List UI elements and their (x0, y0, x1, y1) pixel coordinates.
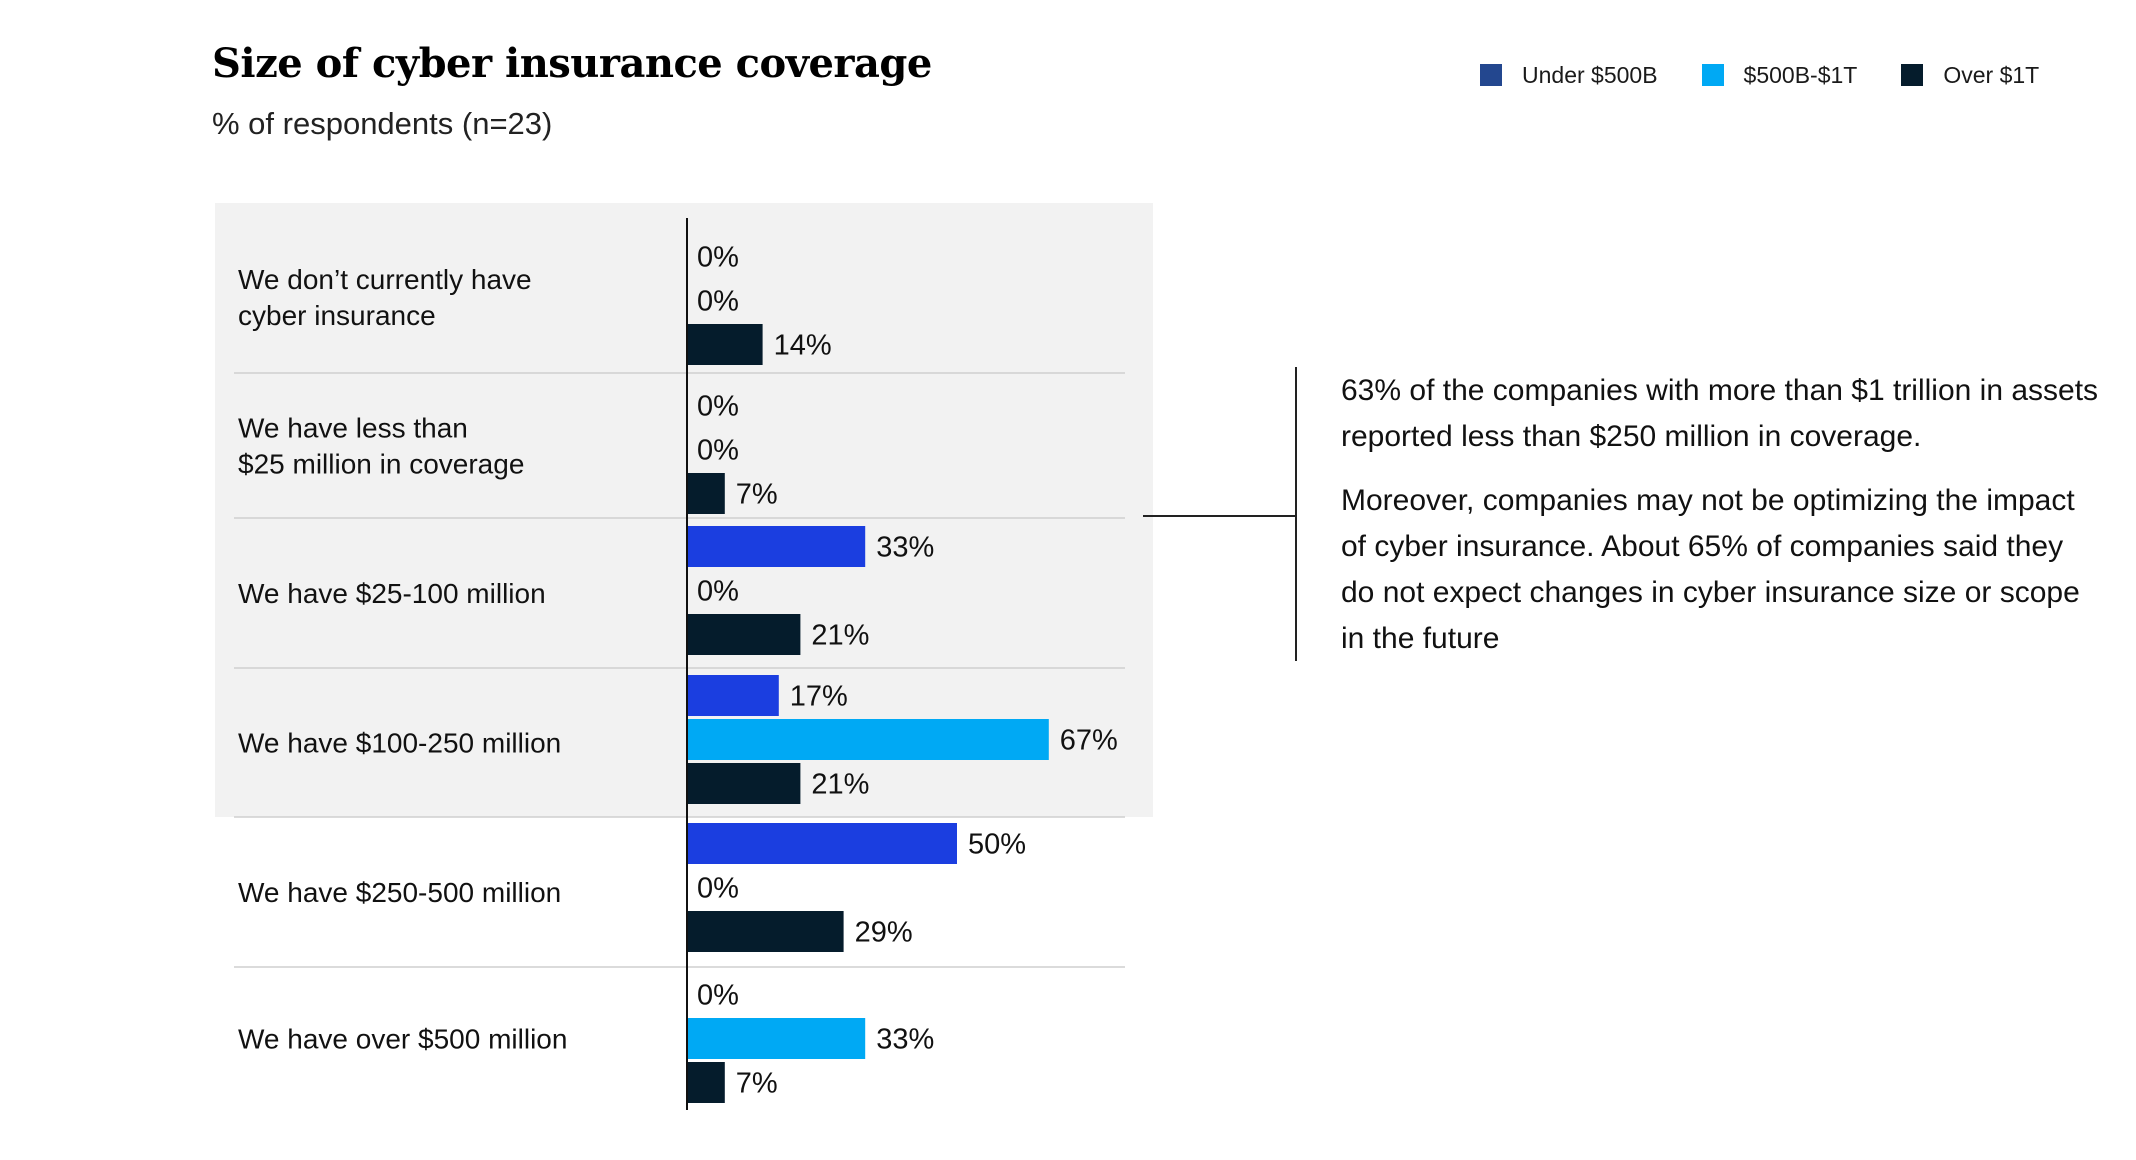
category-label-line: $25 million in coverage (238, 449, 524, 480)
value-label-500b-1t: 33% (876, 1024, 934, 1056)
value-label-over-1t: 29% (855, 917, 913, 949)
category-label: We don’t currently have cyber insurance (238, 264, 532, 331)
legend-label-500b-1t: $500B-$1T (1743, 61, 1858, 88)
value-label-under-500b: 17% (790, 681, 848, 713)
value-label-500b-1t: 0% (697, 576, 739, 608)
bar-500b-1t (687, 719, 1049, 760)
bar-over-1t (687, 1062, 725, 1103)
category-label-line: We have less than (238, 413, 468, 444)
chart-subtitle: % of respondents (n=23) (212, 106, 553, 141)
category-label-line: cyber insurance (238, 300, 436, 331)
value-label-over-1t: 21% (811, 769, 869, 801)
bar-over-1t (687, 473, 725, 514)
bar-500b-1t (687, 1018, 866, 1059)
value-label-over-1t: 21% (811, 620, 869, 652)
value-label-under-500b: 50% (968, 829, 1026, 861)
value-label-500b-1t: 0% (697, 873, 739, 905)
category-label: We have $25-100 million (238, 578, 546, 609)
value-label-500b-1t: 0% (697, 286, 739, 318)
value-label-under-500b: 0% (697, 242, 739, 274)
legend-item-under-500b: Under $500B (1480, 62, 1658, 89)
legend-swatch-over-1t (1901, 64, 1924, 86)
category-label: We have less than $25 million in coverage (238, 413, 524, 480)
value-label-over-1t: 14% (774, 330, 832, 362)
annotation-rule (1295, 367, 1297, 661)
category-label: We have $100-250 million (238, 728, 561, 759)
annotation-text: 63% of the companies with more than $1 t… (1341, 368, 2101, 680)
annotation-connector-line (1143, 515, 1296, 517)
legend-label-under-500b: Under $500B (1522, 61, 1658, 88)
legend: Under $500B $500B-$1T Over $1T (1480, 58, 2083, 92)
value-label-under-500b: 0% (697, 391, 739, 423)
category-label-line: We have $100-250 million (238, 728, 561, 759)
value-label-under-500b: 0% (697, 980, 739, 1012)
category-label-line: We have $250-500 million (238, 877, 561, 908)
legend-swatch-500b-1t (1701, 64, 1724, 86)
legend-label-over-1t: Over $1T (1943, 61, 2040, 88)
bar-under-500b (687, 675, 779, 716)
annotation-paragraph-2: Moreover, companies may not be optimizin… (1341, 484, 2080, 655)
value-label-over-1t: 7% (736, 1068, 778, 1100)
highlight-panel (215, 203, 1153, 817)
legend-item-500b-1t: $500B-$1T (1701, 61, 1858, 89)
bar-over-1t (687, 911, 844, 952)
annotation-paragraph-1: 63% of the companies with more than $1 t… (1341, 374, 2099, 453)
value-label-over-1t: 7% (736, 479, 778, 511)
bar-under-500b (687, 526, 866, 567)
category-label-line: We have over $500 million (238, 1024, 567, 1055)
category-label-line: We don’t currently have (238, 264, 532, 295)
bar-over-1t (687, 763, 801, 804)
legend-item-over-1t: Over $1T (1901, 62, 2039, 89)
value-label-500b-1t: 0% (697, 435, 739, 467)
bar-over-1t (687, 324, 763, 365)
bar-chart: 0% 0% 14% We don’t currently have cyber insu… (215, 203, 1153, 1110)
chart-title: Size of cyber insurance coverage (212, 40, 932, 87)
category-label: We have over $500 million (238, 1024, 567, 1055)
category-label: We have $250-500 million (238, 877, 561, 908)
bar-under-500b (687, 823, 957, 864)
category-label-line: We have $25-100 million (238, 578, 546, 609)
legend-swatch-under-500b (1480, 64, 1502, 86)
bar-over-1t (687, 614, 801, 655)
value-label-under-500b: 33% (876, 532, 934, 564)
value-label-500b-1t: 67% (1060, 725, 1118, 757)
